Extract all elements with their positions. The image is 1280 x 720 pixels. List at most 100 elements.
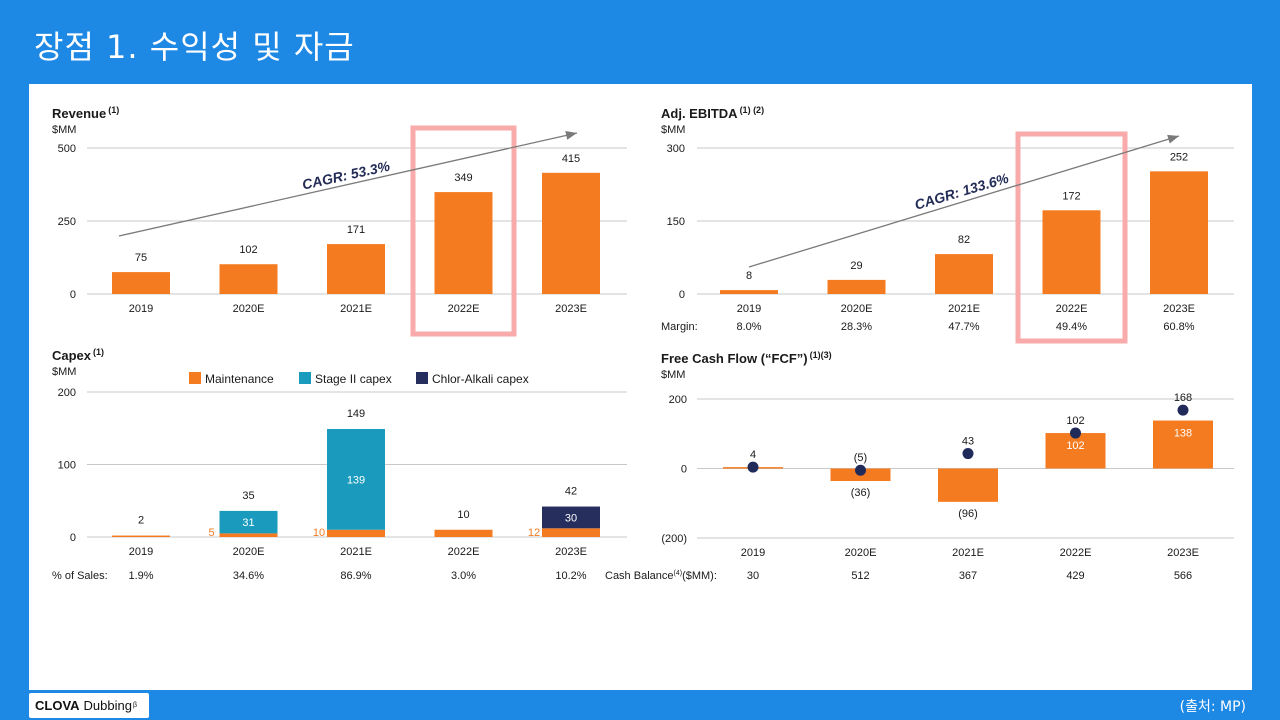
fcf-dot <box>962 448 974 460</box>
ebitda-ytick-label: 300 <box>667 143 685 155</box>
fcf-footer-value: 367 <box>959 570 977 582</box>
revenue-ytick-label: 0 <box>70 289 76 301</box>
ebitda-category-label: 2020E <box>841 303 873 315</box>
fcf-ytick-label: 0 <box>681 464 687 476</box>
slide-title: 장점 1. 수익성 및 자금 <box>34 28 355 66</box>
revenue-data-label: 349 <box>454 172 472 184</box>
capex-segment-label: 30 <box>565 512 577 524</box>
capex-total-label: 149 <box>347 408 365 420</box>
revenue-bar <box>434 192 493 294</box>
capex-segment-label: 12 <box>528 527 540 539</box>
brand-product: Dubbing <box>83 698 132 713</box>
revenue-category-label: 2022E <box>448 303 480 315</box>
capex-footer-value: 34.6% <box>233 570 264 582</box>
revenue-bar <box>542 172 600 294</box>
revenue-ytick-label: 250 <box>58 216 76 228</box>
fcf-bar-label: (96) <box>958 508 978 520</box>
fcf-category-label: 2022E <box>1060 547 1092 559</box>
capex-segment-label: 31 <box>242 517 254 529</box>
source-note: (출처: MP) <box>1179 699 1246 715</box>
ebitda-category-label: 2023E <box>1163 303 1195 315</box>
revenue-data-label: 102 <box>239 244 257 256</box>
fcf-ytick-label: 200 <box>669 394 687 406</box>
ebitda-footer-value: 49.4% <box>1056 321 1087 333</box>
fcf-footer-label: Cash Balance(4)($MM): <box>605 570 717 582</box>
capex-ytick-label: 100 <box>58 460 76 472</box>
capex-title: Capex (1) <box>52 347 104 363</box>
revenue-category-label: 2021E <box>340 303 372 315</box>
ebitda-data-label: 29 <box>850 260 862 272</box>
capex-legend-label: Chlor-Alkali capex <box>432 372 529 386</box>
fcf-dot-label: 102 <box>1066 415 1084 427</box>
capex-total-label: 35 <box>242 490 254 502</box>
capex-footer-value: 1.9% <box>128 570 153 582</box>
ebitda-data-label: 252 <box>1170 151 1188 163</box>
fcf-category-label: 2023E <box>1167 547 1199 559</box>
revenue-data-label: 75 <box>135 252 147 264</box>
capex-bar-segment <box>219 533 278 537</box>
capex-bar-segment <box>327 529 385 537</box>
ebitda-title: Adj. EBITDA (1) (2) <box>661 105 764 121</box>
fcf-dot-label: 43 <box>962 436 974 448</box>
ebitda-category-label: 2019 <box>737 303 761 315</box>
ebitda-highlight-box <box>1015 131 1128 344</box>
fcf-title: Free Cash Flow (“FCF”) (1)(3) <box>661 350 832 366</box>
fcf-category-label: 2021E <box>952 547 984 559</box>
capex-footer-label: % of Sales: <box>52 570 108 582</box>
revenue-data-label: 171 <box>347 224 365 236</box>
fcf-footer-value: 566 <box>1174 570 1192 582</box>
fcf-dot <box>747 461 759 473</box>
fcf-footer-value: 512 <box>851 570 869 582</box>
brand-logo: CLOVA Dubbing β <box>29 693 149 718</box>
fcf-dot <box>855 464 866 476</box>
capex-category-label: 2022E <box>448 546 480 558</box>
revenue-highlight-box <box>410 125 517 337</box>
revenue-data-label: 415 <box>562 153 580 165</box>
capex-bar-segment <box>542 528 600 537</box>
revenue-title: Revenue (1) <box>52 105 119 121</box>
capex-legend-swatch <box>299 372 311 384</box>
revenue-ytick-label: 500 <box>58 143 76 155</box>
fcf-category-label: 2019 <box>741 547 765 559</box>
ebitda-footer-label: Margin: <box>661 321 698 333</box>
charts-canvas: Revenue (1)$MM02505007520191022020E171202… <box>52 105 1234 582</box>
capex-legend-swatch <box>189 372 201 384</box>
capex-category-label: 2019 <box>129 546 153 558</box>
revenue-category-label: 2019 <box>129 303 153 315</box>
capex-segment-label: 139 <box>347 474 365 486</box>
ebitda-cagr-arrow-head <box>1167 134 1179 144</box>
ebitda-bar <box>1150 171 1208 294</box>
ebitda-footer-value: 8.0% <box>736 321 761 333</box>
ebitda-ytick-label: 0 <box>679 289 685 301</box>
fcf-bar <box>1153 420 1213 469</box>
revenue-ylabel: $MM <box>52 124 76 136</box>
capex-segment-label: 5 <box>208 527 214 539</box>
capex-footer-value: 3.0% <box>451 570 476 582</box>
capex-bar-segment <box>542 506 600 529</box>
capex-segment-label: 10 <box>313 527 325 539</box>
ebitda-data-label: 82 <box>958 234 970 246</box>
capex-bar-segment <box>219 510 278 534</box>
revenue-category-label: 2020E <box>233 303 265 315</box>
ebitda-data-label: 8 <box>746 270 752 282</box>
fcf-bar <box>1045 433 1106 469</box>
ebitda-footer-value: 28.3% <box>841 321 872 333</box>
capex-ylabel: $MM <box>52 366 76 378</box>
capex-category-label: 2021E <box>340 546 372 558</box>
capex-ytick-label: 0 <box>70 532 76 544</box>
capex-category-label: 2023E <box>555 546 587 558</box>
revenue-bar <box>327 244 385 294</box>
ebitda-footer-value: 60.8% <box>1163 321 1194 333</box>
ebitda-cagr-arrow <box>748 135 1180 268</box>
ebitda-category-label: 2021E <box>948 303 980 315</box>
fcf-bar-label: 138 <box>1174 428 1192 440</box>
fcf-category-label: 2020E <box>845 547 877 559</box>
ebitda-category-label: 2022E <box>1056 303 1088 315</box>
capex-bar-segment <box>112 535 170 537</box>
ebitda-data-label: 172 <box>1062 190 1080 202</box>
capex-legend-label: Maintenance <box>205 372 274 386</box>
content-panel: Revenue (1) $MM 0 250 500 75 2019 102 2020E 171 202… <box>29 84 1252 690</box>
ebitda-footer-value: 47.7% <box>948 321 979 333</box>
capex-ytick-label: 200 <box>58 387 76 399</box>
fcf-dot-label: (5) <box>854 452 867 464</box>
